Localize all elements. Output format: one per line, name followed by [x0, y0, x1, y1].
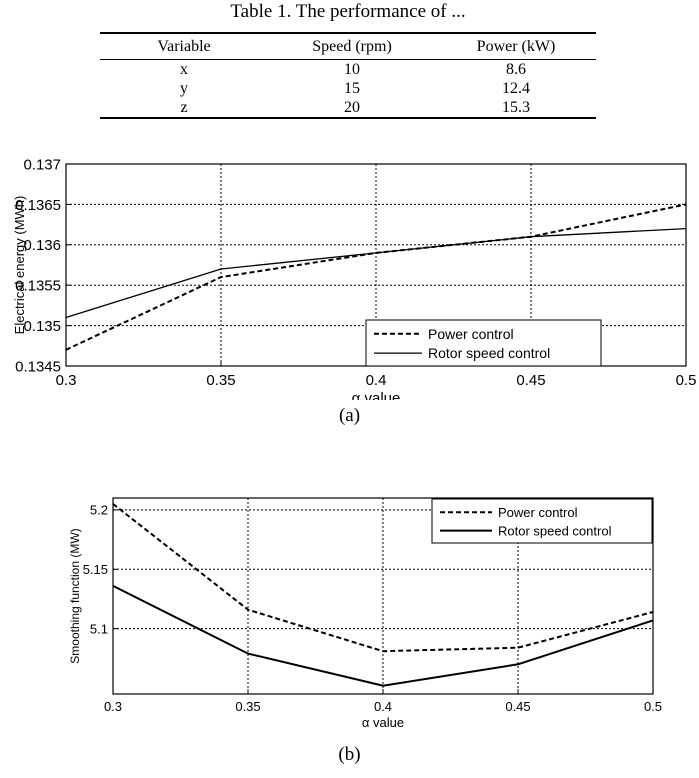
y-tick-label: 5.15: [83, 562, 108, 577]
y-tick-label: 5.1: [90, 621, 108, 636]
table-cell: 20: [344, 98, 360, 116]
legend-label: Power control: [428, 326, 514, 342]
smoothing-function-chart: 0.3 0.35 0.4 0.45 0.5 5.1 5.15 5.2 α value Smooth…: [68, 497, 662, 730]
x-axis-label: α value: [352, 390, 401, 400]
power-control-line: [112, 503, 654, 653]
column-header: Variable: [157, 37, 211, 55]
performance-table: Variable Speed (rpm) Power (kW) x 10 8.6…: [100, 32, 596, 119]
legend-box: [365, 319, 602, 367]
x-tick-label: 0.35: [235, 699, 260, 714]
table-cell: 12.4: [502, 79, 530, 97]
x-tick-label: 0.35: [206, 372, 235, 389]
table-cell: y: [180, 79, 188, 97]
chart-b-caption: (b): [338, 744, 361, 765]
x-tick-label: 0.5: [644, 699, 662, 714]
legend-label: Rotor speed control: [428, 345, 550, 361]
table-caption: Table 1. The performance of ...: [230, 1, 466, 22]
legend-label: Rotor speed control: [498, 523, 612, 538]
electrical-energy-chart: 0.3 0.35 0.4 0.45 0.5 0.1345 0.135 0.1355 0.136 0…: [12, 156, 697, 400]
y-axis-label: Smoothing function (MW): [68, 528, 82, 663]
y-tick-label: 0.1345: [15, 358, 61, 375]
table-cell: 10: [344, 60, 360, 78]
y-axis-label: Electrical energy (MWh): [12, 196, 27, 335]
x-tick-label: 0.3: [56, 372, 77, 389]
legend-label: Power control: [498, 505, 578, 520]
table-row: y 15 12.4: [100, 79, 596, 98]
x-axis-label: α value: [362, 715, 404, 730]
y-tick-label: 0.136: [23, 237, 61, 254]
chart-a-caption: (a): [338, 405, 361, 426]
table-cell: 15.3: [502, 98, 530, 116]
x-tick-label: 0.3: [104, 699, 122, 714]
x-tick-label: 0.4: [374, 699, 392, 714]
table-row: z 20 15.3: [100, 98, 596, 118]
table-cell: x: [180, 60, 188, 78]
x-tick-label: 0.45: [516, 372, 545, 389]
table-header-row: Variable Speed (rpm) Power (kW): [100, 33, 596, 60]
y-tick-label: 0.1355: [15, 278, 61, 295]
rotor-speed-control-line: [65, 227, 687, 319]
x-tick-label: 0.5: [676, 372, 697, 389]
table-cell: 8.6: [506, 60, 526, 78]
x-tick-label: 0.4: [366, 372, 387, 389]
table-row: x 10 8.6: [100, 60, 596, 80]
legend-box: [431, 498, 653, 544]
y-tick-label: 0.135: [23, 318, 61, 335]
column-header: Power (kW): [476, 37, 556, 55]
y-tick-label: 0.137: [23, 156, 61, 173]
table-cell: 15: [344, 79, 360, 97]
y-tick-label: 0.1365: [15, 197, 61, 214]
x-tick-label: 0.45: [505, 699, 530, 714]
y-tick-label: 5.2: [90, 503, 108, 518]
column-header: Speed (rpm): [312, 37, 392, 55]
table-cell: z: [180, 98, 188, 116]
rotor-speed-control-line: [112, 585, 654, 687]
